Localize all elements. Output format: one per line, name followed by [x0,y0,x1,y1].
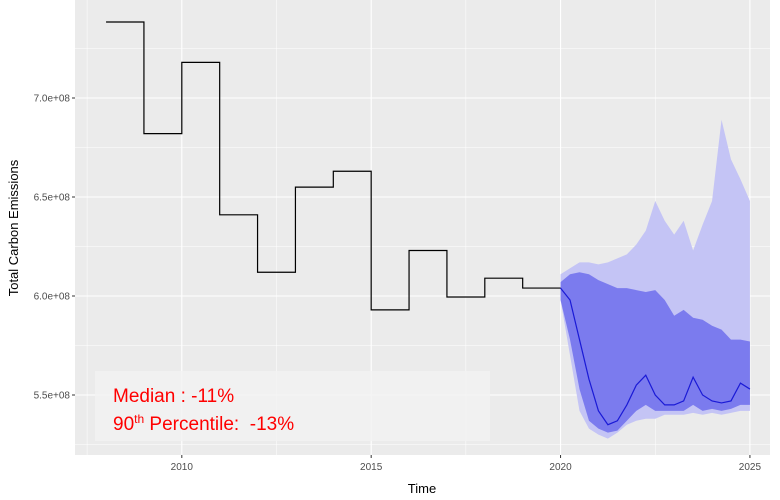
annotation-median: Median : -11% [113,386,234,407]
y-tick-label: 6.0e+08 [34,292,71,303]
series-line [560,287,751,426]
annotation-part: th [134,412,144,426]
x-tick-label: 2015 [360,462,383,473]
y-tick-label: 5.5e+08 [34,391,71,402]
x-tick-label: 2010 [171,462,194,473]
x-tick-label: 2020 [549,462,572,473]
series-line [106,21,561,311]
annotation-percentile: 90th Percentile: -13% [113,412,294,435]
x-axis-title: Time [408,481,436,496]
y-axis-title: Total Carbon Emissions [6,159,21,296]
y-tick-label: 6.5e+08 [34,193,71,204]
x-tick-label: 2025 [739,462,762,473]
y-tick-label: 7.0e+08 [34,94,71,105]
forecast-band [560,272,750,433]
plot-area: Median : -11% 90th Percentile: -13% [75,0,770,455]
annotation-box [95,371,490,441]
annotation-part: Percentile: -13% [144,414,294,435]
annotation-part: 90 [113,414,134,435]
